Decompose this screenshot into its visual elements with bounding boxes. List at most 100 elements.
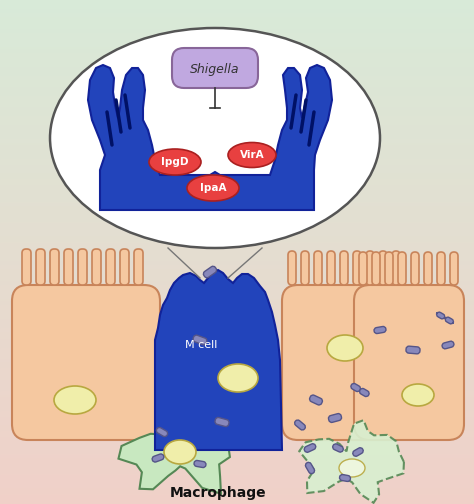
FancyBboxPatch shape [379,251,387,285]
Bar [0,181,474,184]
Bar [0,481,474,484]
Bar [0,260,474,262]
FancyBboxPatch shape [301,251,309,285]
Bar [0,353,474,355]
Bar [0,229,474,232]
Bar [0,81,474,83]
Bar [0,116,474,118]
FancyBboxPatch shape [327,251,335,285]
Bar [0,71,474,73]
Bar [0,164,474,166]
Bar [0,166,474,169]
Bar [0,98,474,101]
FancyBboxPatch shape [12,285,160,440]
Text: IpaA: IpaA [200,183,226,193]
Polygon shape [299,420,404,503]
Bar [0,330,474,333]
Bar [0,464,474,466]
Bar [0,474,474,476]
Text: IpgD: IpgD [161,157,189,167]
Bar [0,333,474,335]
FancyBboxPatch shape [304,444,316,453]
Bar [0,184,474,186]
Bar [0,202,474,204]
FancyBboxPatch shape [385,252,393,285]
Bar [0,30,474,33]
FancyBboxPatch shape [203,266,217,278]
Bar [0,315,474,318]
FancyBboxPatch shape [36,249,45,285]
Text: M cell: M cell [185,340,218,350]
FancyBboxPatch shape [374,327,386,334]
Bar [0,449,474,451]
Bar [0,318,474,320]
Bar [0,15,474,18]
Bar [0,355,474,358]
FancyBboxPatch shape [288,251,296,285]
Bar [0,370,474,373]
Bar [0,433,474,436]
Bar [0,307,474,310]
Bar [0,60,474,63]
Bar [0,48,474,50]
Bar [0,368,474,370]
Bar [0,418,474,421]
Bar [0,242,474,244]
Bar [0,161,474,164]
Bar [0,388,474,391]
Bar [0,5,474,8]
Bar [0,197,474,199]
Bar [0,222,474,224]
Bar [0,471,474,474]
Bar [0,73,474,76]
Ellipse shape [54,386,96,414]
Bar [0,257,474,260]
Ellipse shape [402,384,434,406]
Bar [0,88,474,91]
Bar [0,76,474,78]
Bar [0,386,474,388]
Bar [0,139,474,141]
Bar [0,159,474,161]
Bar [0,214,474,217]
Bar [0,323,474,325]
Ellipse shape [228,143,276,167]
Bar [0,300,474,302]
Bar [0,466,474,469]
FancyBboxPatch shape [437,312,445,319]
FancyBboxPatch shape [366,251,374,285]
FancyBboxPatch shape [339,475,350,481]
FancyBboxPatch shape [234,426,246,434]
Ellipse shape [218,364,258,392]
Bar [0,244,474,247]
Bar [0,381,474,383]
Bar [0,255,474,257]
Bar [0,383,474,386]
Bar [0,280,474,282]
Bar [0,121,474,123]
Bar [0,436,474,438]
FancyBboxPatch shape [152,454,164,462]
FancyBboxPatch shape [437,252,445,285]
Bar [0,320,474,323]
Bar [0,227,474,229]
Bar [0,262,474,265]
Ellipse shape [50,28,380,248]
Bar [0,204,474,207]
Bar [0,267,474,270]
Bar [0,489,474,491]
Bar [0,232,474,234]
Bar [0,3,474,5]
Bar [0,18,474,20]
FancyBboxPatch shape [354,285,464,440]
Bar [0,20,474,23]
Bar [0,149,474,151]
Bar [0,192,474,194]
Bar [0,252,474,255]
Bar [0,343,474,345]
Bar [0,13,474,15]
Bar [0,136,474,139]
Bar [0,186,474,189]
FancyBboxPatch shape [294,420,305,430]
Bar [0,287,474,290]
